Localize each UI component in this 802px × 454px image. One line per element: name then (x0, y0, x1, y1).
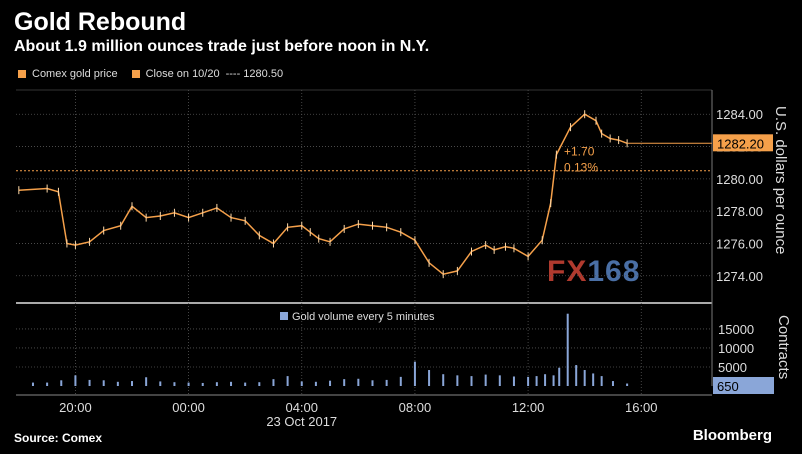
volume-bar (88, 379, 91, 386)
volume-bar (159, 381, 162, 386)
price-axis-title: U.S. dollars per ounce (772, 106, 789, 255)
price-tick-label: 1276.00 (716, 236, 763, 251)
volume-bar (527, 376, 530, 386)
legend-close-value: ---- 1280.50 (225, 68, 284, 80)
volume-bar (544, 374, 547, 386)
volume-tick-label: 10000 (718, 341, 754, 356)
fx168-watermark: FX168 (547, 255, 640, 289)
volume-legend-label: Gold volume every 5 minutes (292, 311, 435, 323)
chart-title: Gold Rebound (14, 8, 187, 36)
volume-bar (230, 381, 233, 386)
volume-bar (74, 375, 77, 386)
legend: Comex gold price Close on 10/20 ---- 128… (18, 68, 283, 80)
volume-bar (592, 373, 595, 386)
volume-bar (314, 381, 317, 386)
volume-bar (498, 375, 501, 386)
volume-bar (626, 383, 629, 386)
volume-bar (552, 375, 555, 386)
legend-close-label: Close on 10/20 (145, 68, 220, 80)
price-swatch-icon (18, 70, 26, 78)
volume-bar (244, 382, 247, 386)
volume-bar (456, 375, 459, 386)
volume-bar (512, 376, 515, 386)
volume-bar (413, 361, 416, 386)
change-pct-label: 0.13% (564, 160, 598, 174)
volume-bar (286, 376, 289, 386)
volume-bar (131, 381, 133, 386)
last-volume-badge (713, 377, 774, 394)
volume-bar (399, 376, 402, 386)
volume-bar (329, 380, 332, 386)
price-tick-label: 1280.00 (716, 172, 763, 187)
volume-bar (46, 382, 49, 386)
volume-bar (258, 382, 261, 386)
volume-bar (600, 376, 603, 386)
volume-bar (535, 376, 538, 386)
date-label: 23 Oct 2017 (266, 414, 337, 429)
volume-bar (272, 379, 275, 386)
volume-bar (116, 381, 119, 386)
price-series-line (18, 113, 628, 276)
volume-bar (470, 376, 473, 386)
watermark-fx: FX (547, 255, 588, 288)
chart-subtitle: About 1.9 million ounces trade just befo… (14, 38, 430, 55)
source-note: Source: Comex (14, 431, 103, 445)
watermark-num: 168 (587, 255, 641, 288)
volume-bar (611, 381, 614, 386)
volume-axis-title: Contracts (775, 315, 792, 380)
volume-bar (558, 367, 561, 386)
volume-swatch-icon (280, 312, 288, 320)
time-tick-label: 20:00 (59, 400, 92, 415)
volume-bar (357, 378, 360, 386)
time-tick-label: 04:00 (285, 400, 318, 415)
time-tick-label: 08:00 (399, 400, 432, 415)
volume-bar (300, 381, 303, 386)
price-tick-label: 1274.00 (716, 269, 763, 284)
volume-bar (145, 377, 148, 386)
volume-bar (428, 370, 431, 386)
close-swatch-icon (131, 70, 140, 78)
volume-tick-label: 5000 (718, 360, 747, 375)
time-tick-label: 12:00 (512, 400, 545, 415)
volume-bar (566, 313, 569, 386)
volume-bar (575, 365, 578, 386)
price-tick-label: 1284.00 (716, 107, 763, 122)
volume-bar (215, 382, 218, 386)
last-price-badge (713, 134, 773, 152)
volume-bar (201, 382, 204, 386)
bloomberg-logo: Bloomberg (692, 427, 772, 444)
volume-bar (484, 374, 487, 386)
volume-bar (442, 374, 445, 386)
legend-price-label: Comex gold price (32, 68, 118, 80)
volume-bar (583, 370, 586, 386)
volume-bar (60, 380, 63, 386)
change-label: +1.70 (564, 144, 595, 158)
volume-tick-label: 15000 (718, 322, 754, 337)
volume-bar (371, 380, 374, 386)
price-tick-label: 1278.00 (716, 204, 763, 219)
last-price-label: 1282.20 (717, 136, 764, 151)
volume-bar (102, 380, 105, 386)
volume-bar (385, 379, 388, 386)
time-tick-label: 16:00 (625, 400, 658, 415)
volume-bar (187, 382, 190, 386)
last-volume-label: 650 (717, 379, 739, 394)
volume-bar (31, 382, 34, 386)
volume-bar (343, 379, 346, 386)
volume-bar (173, 382, 176, 386)
time-tick-label: 00:00 (172, 400, 205, 415)
